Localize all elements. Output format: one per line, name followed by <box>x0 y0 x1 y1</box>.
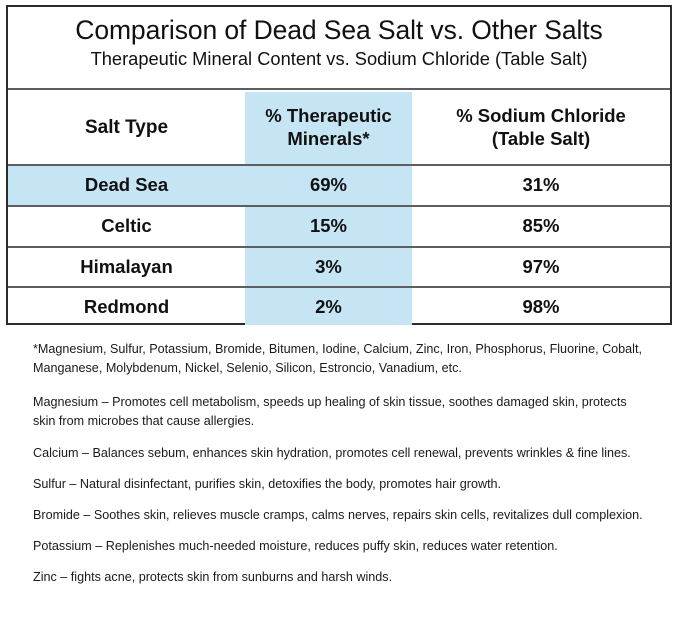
header-therapeutic-minerals-line2: Minerals* <box>287 128 370 149</box>
sub-title: Therapeutic Mineral Content vs. Sodium C… <box>90 47 588 69</box>
row-divider <box>8 205 670 207</box>
note-bromide: Bromide – Soothes skin, relieves muscle … <box>33 507 643 522</box>
main-title: Comparison of Dead Sea Salt vs. Other Sa… <box>75 15 603 45</box>
comparison-table-block: Comparison of Dead Sea Salt vs. Other Sa… <box>6 5 672 325</box>
header-divider <box>8 164 670 166</box>
cell-sodium-chloride: 97% <box>522 256 560 277</box>
cell-sodium-chloride: 98% <box>522 296 560 317</box>
cell-salt-type: Redmond <box>83 296 170 317</box>
row-divider <box>8 246 670 248</box>
notes-section: *Magnesium, Sulfur, Potassium, Bromide, … <box>33 340 645 587</box>
header-therapeutic-minerals-line1: % Therapeutic <box>265 105 392 127</box>
header-sodium-chloride: % Sodium Chloride (Table Salt) <box>412 105 670 150</box>
table-row: Celtic 15% 85% <box>8 206 670 246</box>
title-block: Comparison of Dead Sea Salt vs. Other Sa… <box>8 7 670 70</box>
table-row: Redmond 2% 98% <box>8 287 670 327</box>
header-sodium-chloride-line2: (Table Salt) <box>491 128 591 149</box>
cell-salt-type: Dead Sea <box>84 174 169 195</box>
cell-therapeutic-minerals: 69% <box>309 174 348 195</box>
note-calcium: Calcium – Balances sebum, enhances skin … <box>33 445 631 460</box>
cell-salt-type: Celtic <box>101 215 152 236</box>
cell-sodium-chloride: 85% <box>522 215 560 236</box>
note-magnesium: Magnesium – Promotes cell metabolism, sp… <box>33 395 627 429</box>
header-salt-type: Salt Type <box>84 117 169 139</box>
cell-sodium-chloride: 31% <box>522 174 560 195</box>
cell-therapeutic-minerals: 3% <box>315 256 342 277</box>
header-sodium-chloride-line1: % Sodium Chloride <box>456 105 626 127</box>
table-header-row: Salt Type % Therapeutic Minerals* % Sodi… <box>8 92 670 164</box>
row-divider <box>8 286 670 288</box>
table-row: Himalayan 3% 97% <box>8 247 670 287</box>
minerals-footnote: *Magnesium, Sulfur, Potassium, Bromide, … <box>33 342 642 376</box>
note-zinc: Zinc – fights acne, protects skin from s… <box>33 570 393 585</box>
header-therapeutic-minerals: % Therapeutic Minerals* <box>245 105 412 150</box>
cell-therapeutic-minerals: 2% <box>315 296 342 317</box>
table-row: Dead Sea 69% 31% <box>8 165 670 205</box>
note-sulfur: Sulfur – Natural disinfectant, purifies … <box>33 476 502 491</box>
title-divider <box>8 88 670 90</box>
cell-therapeutic-minerals: 15% <box>309 215 348 236</box>
note-potassium: Potassium – Replenishes much-needed mois… <box>33 538 558 553</box>
dead-sea-row-highlight <box>8 165 412 205</box>
cell-salt-type: Himalayan <box>80 256 173 277</box>
